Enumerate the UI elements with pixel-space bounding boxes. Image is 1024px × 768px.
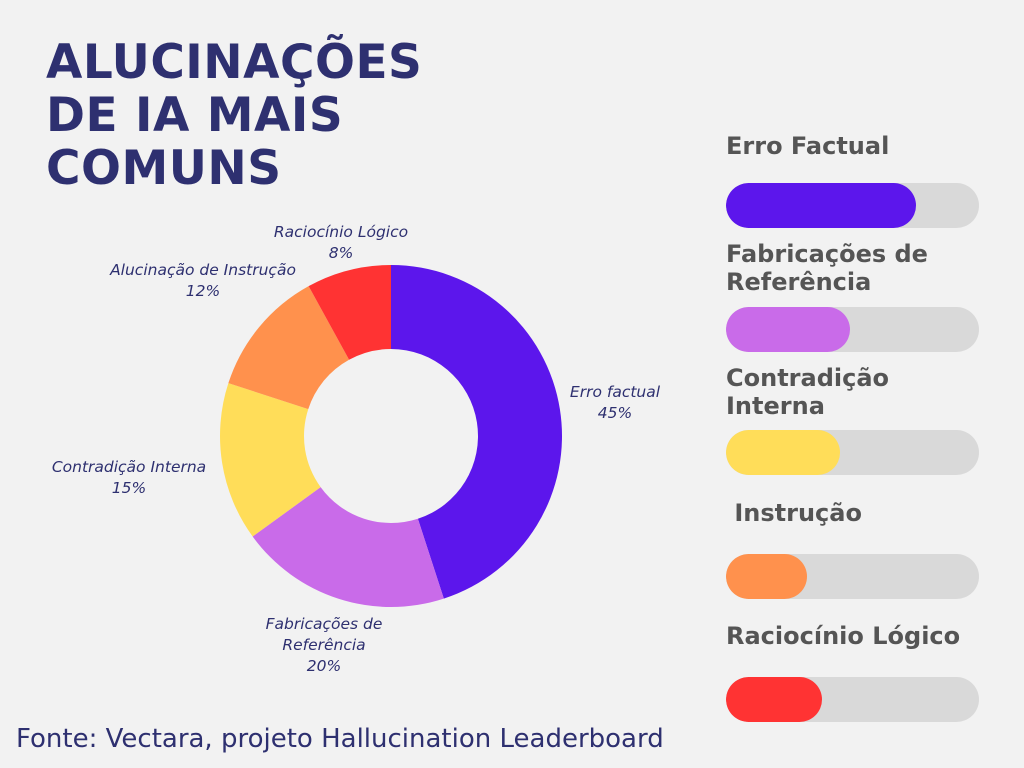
donut-slice <box>228 286 350 410</box>
bar-title-line: Erro Factual <box>726 132 890 160</box>
bar-title-line: Referência <box>726 268 872 296</box>
bar-fill <box>726 183 916 228</box>
bar-title: Raciocínio Lógico <box>726 622 1016 650</box>
bar-track <box>726 554 979 599</box>
title-line: COMUNS <box>46 141 282 196</box>
title-line: DE IA MAIS <box>46 88 344 143</box>
bar-track <box>726 677 979 722</box>
bar-title: Instrução <box>726 499 1016 527</box>
title-line: ALUCINAÇÕES <box>46 35 423 90</box>
slice-label: Erro factual 45% <box>570 383 661 422</box>
bar-title-line: Raciocínio Lógico <box>726 622 961 650</box>
bar-fill <box>726 554 807 599</box>
bar-title-line: Interna <box>726 392 825 420</box>
slice-label: Raciocínio Lógico 8% <box>274 223 408 262</box>
slice-label: Fabricações de Referência 20% <box>266 615 383 675</box>
bar-track <box>726 183 979 228</box>
donut-slice <box>252 487 444 608</box>
bar-track <box>726 307 979 352</box>
donut-slice <box>219 383 321 537</box>
bar-fill <box>726 430 840 475</box>
bar-fill <box>726 307 850 352</box>
donut-slice <box>308 265 391 360</box>
bar-title: Contradição Interna <box>726 364 1016 420</box>
bar-track <box>726 430 979 475</box>
page-title: ALUCINAÇÕES DE IA MAIS COMUNS <box>46 36 466 195</box>
bar-title-line: Instrução <box>726 499 862 527</box>
bar-title: Fabricações de Referência <box>726 240 1016 296</box>
slice-label: Contradição Interna 15% <box>52 458 206 497</box>
bar-title: Erro Factual <box>726 132 1016 160</box>
bar-title-line: Fabricações de <box>726 240 928 268</box>
bar-title-line: Contradição <box>726 364 890 392</box>
source-note: Fonte: Vectara, projeto Hallucination Le… <box>16 724 664 754</box>
bar-fill <box>726 677 823 722</box>
donut-slice <box>391 265 562 599</box>
donut-chart: Erro factual 45% Fabricações de Referência 2… <box>52 223 661 675</box>
slice-label: Alucinação de Instrução 12% <box>109 261 296 300</box>
